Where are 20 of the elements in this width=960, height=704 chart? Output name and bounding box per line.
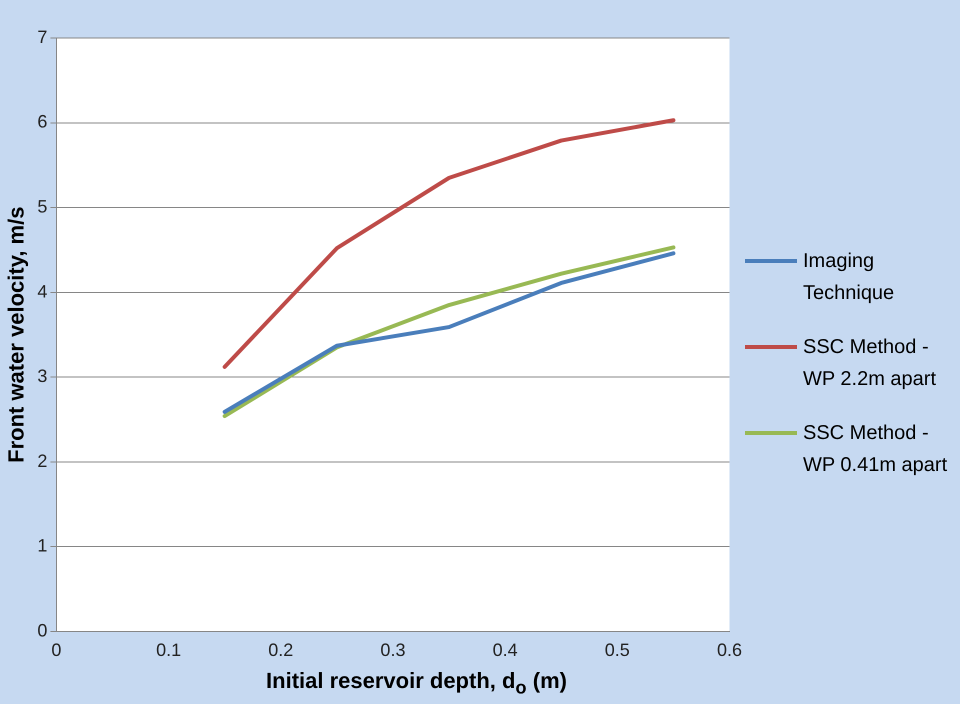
y-tick-label: 3: [37, 366, 48, 386]
y-tick-label: 2: [37, 450, 48, 471]
legend-label: Imaging Technique: [803, 249, 896, 306]
x-tick-label: 0.2: [268, 640, 294, 660]
y-tick-label: 6: [37, 112, 48, 132]
x-tick-label: 0.6: [716, 640, 742, 660]
y-tick-label: 0: [37, 620, 48, 640]
x-tick-label: 0.5: [604, 640, 630, 660]
x-axis-title: Initial reservoir depth, d$_{o}$ (m): [265, 668, 568, 698]
x-tick-label: 0.4: [492, 640, 518, 660]
legend-label: SSC Method - WP 0.41m apart: [803, 421, 948, 478]
y-tick-label: 7: [37, 26, 48, 47]
y-tick-label: 5: [37, 196, 48, 217]
y-tick-label: 4: [37, 281, 48, 302]
y-axis-title: Front water velocity, m/s: [3, 206, 28, 463]
x-tick-label: 0.3: [380, 640, 406, 660]
x-tick-label: 0.1: [156, 640, 182, 660]
y-tick-label: 1: [37, 536, 48, 556]
x-tick-label: 0: [51, 640, 62, 660]
legend-label: SSC Method - WP 2.2m apart: [803, 335, 938, 392]
